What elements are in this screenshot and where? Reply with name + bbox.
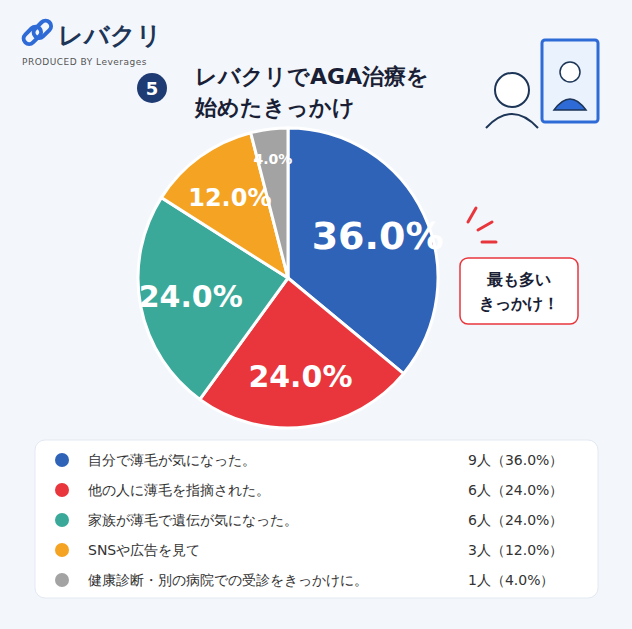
spark	[468, 208, 476, 222]
callout-box	[460, 258, 578, 324]
annotation-line: きっかけ！	[479, 294, 559, 313]
icon-frame	[542, 40, 598, 122]
spark	[478, 222, 492, 230]
header-icons	[486, 40, 598, 128]
logo-icon	[31, 18, 53, 40]
pie	[138, 128, 438, 428]
legend-marker	[55, 453, 69, 467]
icon-frame-head	[560, 62, 580, 82]
legend-label: SNSや広告を見て	[88, 542, 200, 558]
badge-number: 5	[146, 78, 159, 99]
legend-label: 健康診断・別の病院での受診をきっかけに。	[88, 572, 368, 588]
legend: 自分で薄毛が気になった。 9人（36.0%） 他の人に薄毛を指摘された。 6人（24.…	[35, 440, 598, 598]
title-line: 始めたきっかけ	[194, 95, 355, 120]
data-label: 12.0%	[188, 184, 271, 212]
legend-box	[35, 440, 598, 598]
legend-label: 他の人に薄毛を指摘された。	[88, 482, 270, 498]
logo-text: レバクリ	[58, 21, 162, 50]
badge	[137, 73, 167, 103]
data-label: 4.0%	[254, 151, 293, 167]
icon-head	[495, 73, 529, 107]
background	[0, 0, 632, 629]
legend-count: 6人（24.0%）	[468, 512, 563, 528]
legend-label: 自分で薄毛が気になった。	[88, 452, 256, 468]
legend-count: 9人（36.0%）	[468, 452, 563, 468]
title-line: レバクリでAGA治療を	[195, 64, 429, 89]
logo-subtitle: PRODUCED BY Leverages	[22, 57, 147, 67]
legend-label: 家族が薄毛で遺伝が気になった。	[88, 512, 298, 528]
legend-marker	[55, 543, 69, 557]
data-label: 24.0%	[139, 279, 243, 314]
spark	[482, 241, 496, 244]
data-label: 24.0%	[248, 359, 352, 394]
legend-marker	[55, 483, 69, 497]
title: レバクリでAGA治療を始めたきっかけ	[194, 64, 429, 120]
legend-marker	[55, 513, 69, 527]
data-labels: 36.0% 24.0% 24.0% 12.0% 4.0%	[139, 151, 444, 394]
annotation-line: 最も多い	[486, 270, 551, 289]
icon-shoulders	[486, 114, 538, 128]
logo	[21, 18, 53, 46]
legend-count: 6人（24.0%）	[468, 482, 563, 498]
data-label: 36.0%	[312, 214, 444, 258]
legend-count: 1人（4.0%）	[468, 572, 554, 588]
annotation: 最も多いきっかけ！	[479, 270, 559, 313]
legend-marker	[55, 573, 69, 587]
callout-sparks	[468, 208, 496, 242]
icon-frame-body	[554, 99, 586, 110]
legend-count: 3人（12.0%）	[468, 542, 563, 558]
chart-root: レバクリ PRODUCED BY Leverages 5 レバクリでAGA治療を始めた…	[0, 0, 632, 629]
